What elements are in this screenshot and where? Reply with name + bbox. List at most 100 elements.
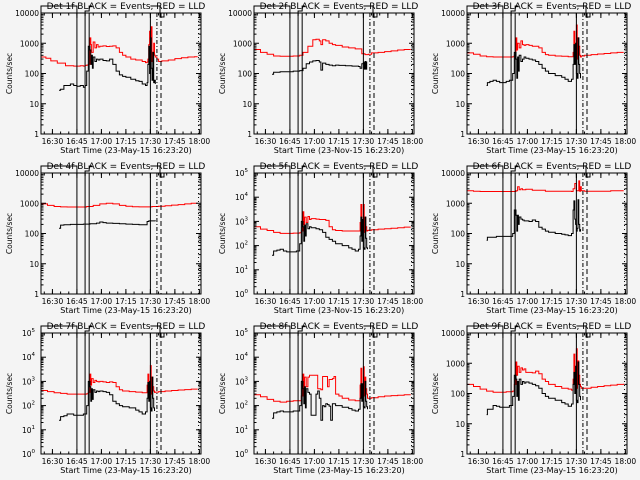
- y-tick-label: 100: [235, 449, 249, 459]
- y-tick-label: 10000: [441, 169, 465, 178]
- bracket-marker: [150, 325, 165, 338]
- x-tick-label: 17:00: [91, 297, 113, 306]
- x-tick-label: 17:30: [566, 297, 588, 306]
- y-tick-exponent: 1: [245, 265, 249, 271]
- bracket-marker: [466, 325, 504, 336]
- x-tick-label: 17:15: [328, 297, 350, 306]
- panel-title: Det 8f BLACK = Events, RED = LLD: [260, 322, 419, 332]
- y-tick-label: 102: [235, 241, 248, 251]
- plot-frame: [40, 12, 202, 135]
- y-tick-exponent: 0: [245, 449, 249, 455]
- y-tick-label: 105: [235, 328, 249, 338]
- x-tick-label: 17:15: [115, 457, 137, 466]
- y-tick-exponent: 0: [245, 289, 249, 295]
- bracket-marker: [40, 5, 78, 16]
- y-tick-label: 1000: [20, 199, 39, 208]
- y-tick-label: 102: [235, 401, 248, 411]
- bracket-marker: [363, 325, 378, 338]
- x-tick-label: 17:15: [328, 137, 350, 146]
- y-tick-label: 1000: [20, 39, 39, 48]
- x-tick-label: 16:45: [492, 457, 514, 466]
- y-tick-exponent: 1: [32, 425, 36, 431]
- x-tick-label: 16:30: [42, 137, 64, 146]
- y-tick-label: 100: [25, 70, 40, 79]
- y-tick-label: 100: [451, 230, 466, 239]
- y-tick-label: 104: [235, 192, 249, 202]
- bracket-marker: [576, 165, 591, 178]
- series-events-line: [272, 60, 368, 75]
- panel-title: Det 9f BLACK = Events, RED = LLD: [473, 322, 632, 332]
- y-tick-label: 1: [460, 450, 465, 459]
- x-tick-label: 16:30: [42, 297, 64, 306]
- x-tick-label: 16:30: [468, 137, 490, 146]
- x-tick-label: 17:30: [353, 297, 375, 306]
- bracket-marker: [40, 165, 78, 176]
- y-tick-label: 100: [451, 390, 466, 399]
- x-axis-label: Start Time (23-Nov-15 16:23:20): [274, 146, 404, 155]
- y-axis-label: Counts/sec: [5, 373, 14, 414]
- x-axis-label: Start Time (23-Nov-15 16:23:20): [274, 306, 404, 315]
- y-tick-exponent: 5: [245, 168, 249, 174]
- y-tick-exponent: 4: [245, 352, 249, 358]
- series-lld-line: [41, 202, 198, 208]
- x-tick-label: 18:00: [402, 457, 424, 466]
- x-tick-label: 16:45: [66, 297, 88, 306]
- x-tick-label: 17:00: [517, 297, 539, 306]
- lightcurve-chart: 1 10 100 1000 10000 16:30 16:45 17:00 17:15 17:30…: [5, 2, 210, 155]
- x-tick-label: 17:30: [353, 137, 375, 146]
- x-tick-label: 16:30: [468, 297, 490, 306]
- panel-title: Det 6f BLACK = Events, RED = LLD: [473, 162, 632, 172]
- series-events-line: [486, 361, 581, 416]
- y-tick-exponent: 3: [32, 376, 36, 382]
- series-events-line: [272, 216, 368, 256]
- y-axis-label: Counts/sec: [431, 213, 440, 254]
- y-tick-exponent: 3: [245, 376, 249, 382]
- y-tick-exponent: 2: [245, 241, 249, 247]
- lightcurve-chart: 1 10 100 1000 10000 16:30 16:45 17:00 17:15 17:30…: [431, 322, 636, 475]
- y-tick-label: 1: [460, 130, 465, 139]
- x-tick-label: 17:30: [140, 457, 162, 466]
- y-tick-label: 101: [235, 265, 248, 275]
- x-tick-label: 17:00: [517, 137, 539, 146]
- y-tick-label: 1: [34, 130, 39, 139]
- plot-frame: [466, 12, 628, 135]
- series-lld-line: [254, 38, 411, 57]
- x-tick-label: 17:45: [590, 457, 612, 466]
- x-axis-label: Start Time (23-May-15 16:23:20): [486, 146, 617, 155]
- series-events-line: [486, 37, 581, 86]
- x-tick-label: 17:00: [91, 137, 113, 146]
- x-tick-label: 17:45: [590, 297, 612, 306]
- series-lld-line: [254, 366, 411, 403]
- y-tick-label: 10: [242, 100, 252, 109]
- x-axis-label: Start Time (23-May-15 16:23:20): [60, 306, 191, 315]
- y-tick-label: 1000: [446, 199, 465, 208]
- panel-title: Det 4f BLACK = Events, RED = LLD: [47, 162, 206, 172]
- bracket-marker: [40, 325, 78, 336]
- plot-frame: [40, 172, 202, 295]
- y-tick-label: 10: [29, 100, 39, 109]
- y-tick-label: 102: [22, 401, 35, 411]
- series-lld-line: [467, 24, 624, 60]
- bracket-marker: [576, 5, 591, 18]
- y-tick-label: 10: [455, 260, 465, 269]
- x-tick-label: 16:45: [66, 137, 88, 146]
- x-tick-label: 17:15: [541, 457, 563, 466]
- y-tick-label: 100: [235, 289, 249, 299]
- y-axis-label: Counts/sec: [5, 53, 14, 94]
- y-tick-label: 10000: [15, 169, 39, 178]
- x-tick-label: 17:45: [377, 297, 399, 306]
- y-tick-label: 1: [460, 290, 465, 299]
- x-tick-label: 17:30: [140, 297, 162, 306]
- x-tick-label: 17:45: [164, 457, 186, 466]
- x-tick-label: 17:45: [164, 137, 186, 146]
- x-axis-label: Start Time (23-May-15 16:23:20): [60, 466, 191, 475]
- y-tick-label: 101: [235, 425, 248, 435]
- y-axis-label: Counts/sec: [218, 53, 227, 94]
- x-tick-label: 17:15: [115, 137, 137, 146]
- y-tick-label: 105: [22, 328, 36, 338]
- y-tick-label: 101: [22, 425, 35, 435]
- y-tick-label: 10: [455, 420, 465, 429]
- detector-panel-9: 1 10 100 1000 10000 16:30 16:45 17:00 17:15 17:30…: [426, 320, 639, 480]
